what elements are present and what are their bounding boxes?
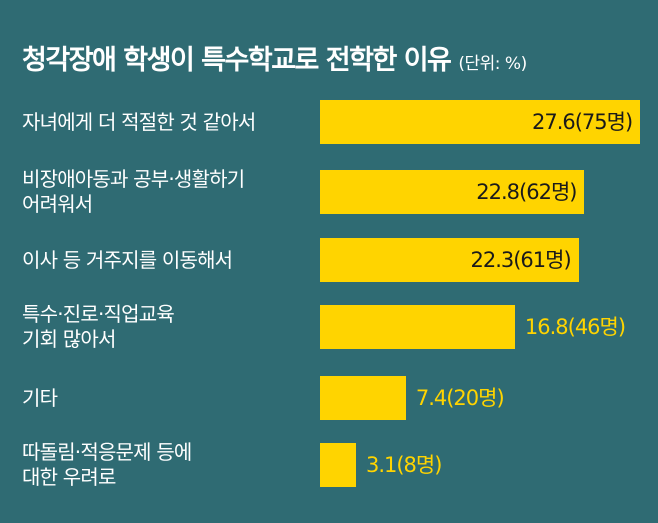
category-label: 비장애아동과 공부·생활하기 어려워서 <box>22 167 245 216</box>
value-label: 22.8(62명) <box>476 180 577 204</box>
bar <box>320 100 641 144</box>
bar <box>320 376 406 420</box>
value-label: 3.1(8명) <box>365 453 442 477</box>
value-label: 27.6(75명) <box>531 110 633 134</box>
value-label: 16.8(46명) <box>524 315 626 339</box>
value-label: 7.4(20명) <box>415 386 505 410</box>
category-label: 따돌림·적응문제 등에 대한 우려로 <box>22 440 192 489</box>
chart-title-main: 청각장애 학생이 특수학교로 전학한 이유 <box>22 45 452 76</box>
bar <box>320 305 515 349</box>
bar <box>320 238 579 282</box>
category-label: 자녀에게 더 적절한 것 같아서 <box>22 109 256 134</box>
value-label: 22.3(61명) <box>470 248 571 272</box>
chart-title: 청각장애 학생이 특수학교로 전학한 이유 (단위: %) <box>22 38 527 77</box>
bar <box>320 443 356 487</box>
category-label: 기타 <box>22 385 58 410</box>
category-label: 이사 등 거주지를 이동해서 <box>22 247 233 272</box>
chart-unit-label: (단위: %) <box>458 54 527 74</box>
category-label: 특수·진로·직업교육 기회 많아서 <box>22 302 175 351</box>
bar <box>320 170 585 214</box>
